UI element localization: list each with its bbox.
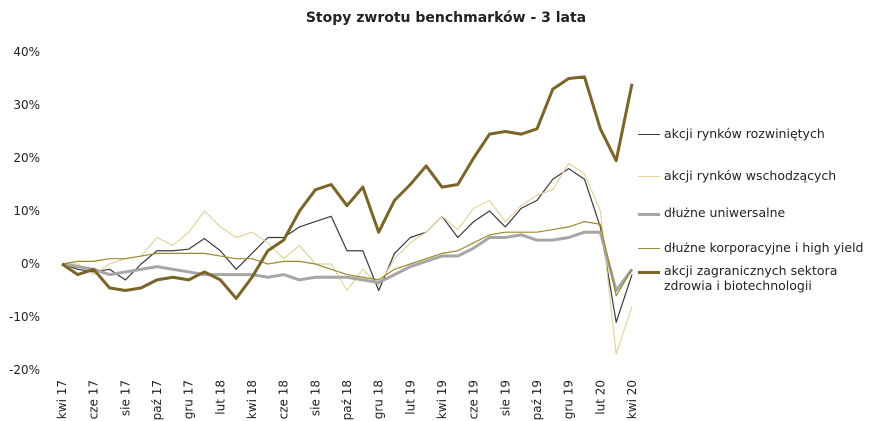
- x-tick-label: kwi 18: [245, 380, 259, 419]
- x-tick-label: lut 20: [593, 380, 607, 415]
- legend-label: dłużne korporacyjne i high yield: [664, 240, 864, 255]
- legend-swatch: [638, 134, 660, 135]
- legend-item: akcji rynków rozwiniętych: [638, 126, 878, 141]
- x-tick-label: kwi 17: [55, 380, 69, 419]
- y-tick-label: 10%: [13, 204, 40, 218]
- y-tick-label: 40%: [13, 45, 40, 59]
- series-line: [61, 230, 634, 292]
- x-tick-label: gru 19: [562, 380, 576, 419]
- x-tick-label: lut 18: [213, 380, 227, 415]
- x-tick-label: cze 17: [87, 380, 101, 419]
- legend: akcji rynków rozwiniętych akcji rynków ws…: [638, 126, 878, 293]
- legend-label: dłużne uniwersalne: [664, 205, 786, 220]
- x-tick-label: sie 19: [498, 380, 512, 416]
- x-tick-label: kwi 20: [625, 380, 639, 419]
- legend-item: dłużne uniwersalne: [638, 205, 878, 220]
- series-line: [61, 75, 634, 300]
- y-tick-label: 0%: [21, 257, 40, 271]
- legend-swatch: [638, 271, 660, 274]
- x-tick-label: gru 17: [182, 380, 196, 419]
- legend-label: akcji zagranicznych sektora zdrowia i bi…: [664, 263, 838, 293]
- legend-item: dłużne korporacyjne i high yield: [638, 240, 878, 255]
- y-tick-label: 30%: [13, 98, 40, 112]
- chart-title: Stopy zwrotu benchmarków - 3 lata: [306, 10, 586, 26]
- x-tick-label: gru 18: [372, 380, 386, 419]
- legend-swatch: [638, 248, 660, 249]
- x-tick-label: sie 18: [308, 380, 322, 416]
- x-tick-label: paź 19: [530, 380, 544, 420]
- x-tick-label: paź 17: [150, 380, 164, 420]
- legend-item: akcji rynków wschodzących: [638, 168, 878, 183]
- x-tick-label: cze 18: [277, 380, 291, 419]
- legend-swatch: [638, 176, 660, 177]
- series-line: [61, 168, 633, 323]
- series-line: [61, 221, 633, 297]
- x-tick-label: kwi 19: [435, 380, 449, 419]
- legend-item: akcji zagranicznych sektora zdrowia i bi…: [638, 263, 878, 293]
- x-tick-label: cze 19: [467, 380, 481, 419]
- y-tick-label: 20%: [13, 151, 40, 165]
- y-tick-label: -10%: [9, 310, 40, 324]
- legend-label: akcji rynków rozwiniętych: [664, 126, 825, 141]
- series-line: [62, 162, 633, 355]
- x-tick-label: sie 17: [118, 380, 132, 416]
- y-tick-label: -20%: [9, 363, 40, 377]
- legend-swatch: [638, 213, 660, 216]
- legend-label: akcji rynków wschodzących: [664, 168, 837, 183]
- x-tick-label: lut 19: [403, 380, 417, 415]
- x-tick-label: paź 18: [340, 380, 354, 420]
